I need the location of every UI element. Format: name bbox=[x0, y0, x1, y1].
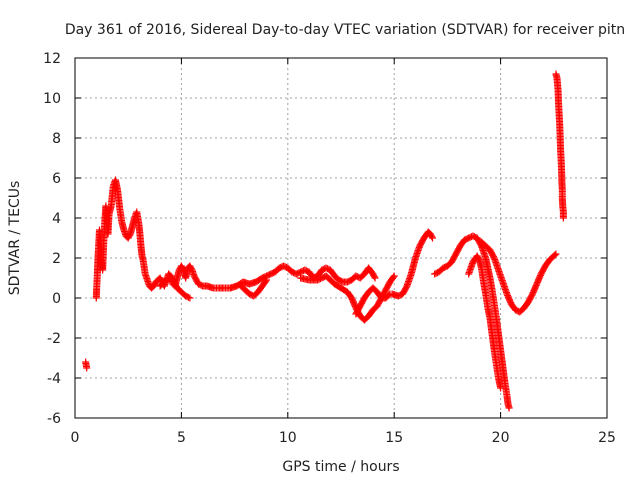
y-tick-label: 12 bbox=[43, 51, 61, 67]
chart-title: Day 361 of 2016, Sidereal Day-to-day VTE… bbox=[65, 22, 625, 38]
data-series bbox=[82, 71, 567, 412]
y-tick-label: 6 bbox=[52, 171, 61, 187]
y-tick-label: 8 bbox=[52, 131, 61, 147]
y-tick-labels: -6 -4 -2 0 2 4 6 8 10 12 bbox=[43, 51, 61, 427]
y-tick-label: -2 bbox=[47, 331, 61, 347]
series-trace-23h bbox=[552, 71, 566, 222]
x-tick-labels: 0 5 10 15 20 25 bbox=[71, 430, 616, 446]
x-tick-label: 25 bbox=[598, 430, 616, 446]
series-trace-15h bbox=[389, 229, 436, 300]
y-tick-label: -6 bbox=[47, 411, 61, 427]
series-isolated-points bbox=[82, 359, 90, 372]
plot-frame bbox=[75, 58, 607, 418]
y-tick-label: 2 bbox=[52, 251, 61, 267]
x-tick-label: 0 bbox=[71, 430, 80, 446]
x-axis-label: GPS time / hours bbox=[282, 459, 399, 475]
x-tick-label: 5 bbox=[177, 430, 186, 446]
y-tick-label: 10 bbox=[43, 91, 61, 107]
y-tick-label: 4 bbox=[52, 211, 61, 227]
y-tick-label: 0 bbox=[52, 291, 61, 307]
grid-lines bbox=[75, 58, 607, 418]
axis-ticks bbox=[75, 58, 607, 418]
x-tick-label: 15 bbox=[385, 430, 403, 446]
x-tick-label: 20 bbox=[492, 430, 510, 446]
x-tick-label: 10 bbox=[279, 430, 297, 446]
y-tick-label: -4 bbox=[47, 371, 61, 387]
sdtvar-chart: Day 361 of 2016, Sidereal Day-to-day VTE… bbox=[0, 0, 640, 480]
y-axis-label: SDTVAR / TECUs bbox=[7, 181, 23, 296]
